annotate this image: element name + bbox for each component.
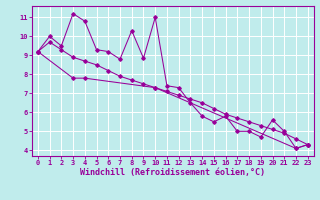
X-axis label: Windchill (Refroidissement éolien,°C): Windchill (Refroidissement éolien,°C) [80, 168, 265, 177]
